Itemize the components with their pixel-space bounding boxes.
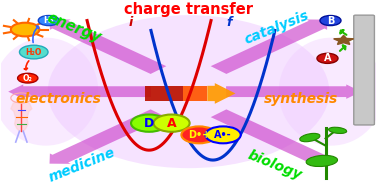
Circle shape [320,15,341,26]
Text: medicine: medicine [46,146,117,185]
Text: i: i [128,16,132,29]
Text: D: D [144,117,154,130]
Circle shape [38,15,59,26]
FancyArrow shape [49,109,166,164]
Text: biology: biology [246,148,304,183]
Text: H₂: H₂ [43,16,54,25]
Text: A: A [167,117,176,130]
Circle shape [131,115,167,132]
Ellipse shape [48,15,329,168]
Polygon shape [11,101,32,131]
Ellipse shape [306,155,337,167]
Text: H₂O: H₂O [26,48,42,57]
Circle shape [153,115,190,132]
Text: energy: energy [44,10,103,45]
Text: B: B [327,15,334,26]
Text: f: f [226,16,232,29]
Text: catalysis: catalysis [242,8,311,47]
Polygon shape [334,35,354,44]
FancyBboxPatch shape [354,15,374,125]
Circle shape [317,53,338,63]
FancyArrow shape [207,83,236,104]
FancyArrow shape [49,19,166,74]
Ellipse shape [329,127,347,133]
Circle shape [20,45,48,59]
FancyArrow shape [145,86,183,101]
Circle shape [181,126,217,143]
FancyArrow shape [226,84,361,99]
Ellipse shape [0,38,98,146]
FancyArrow shape [211,19,328,74]
Circle shape [11,23,39,36]
Text: synthesis: synthesis [264,92,338,106]
Text: D•+: D•+ [188,130,210,140]
Circle shape [18,73,38,83]
Text: charge transfer: charge transfer [124,2,253,17]
Text: electronics: electronics [16,92,102,106]
FancyArrow shape [183,86,207,101]
Circle shape [205,126,241,143]
FancyArrow shape [8,84,151,99]
Text: O₂: O₂ [23,74,33,83]
FancyArrow shape [211,109,328,164]
Text: A: A [324,53,331,63]
Text: A•-: A•- [214,130,232,140]
Ellipse shape [300,133,320,142]
Ellipse shape [279,38,377,146]
